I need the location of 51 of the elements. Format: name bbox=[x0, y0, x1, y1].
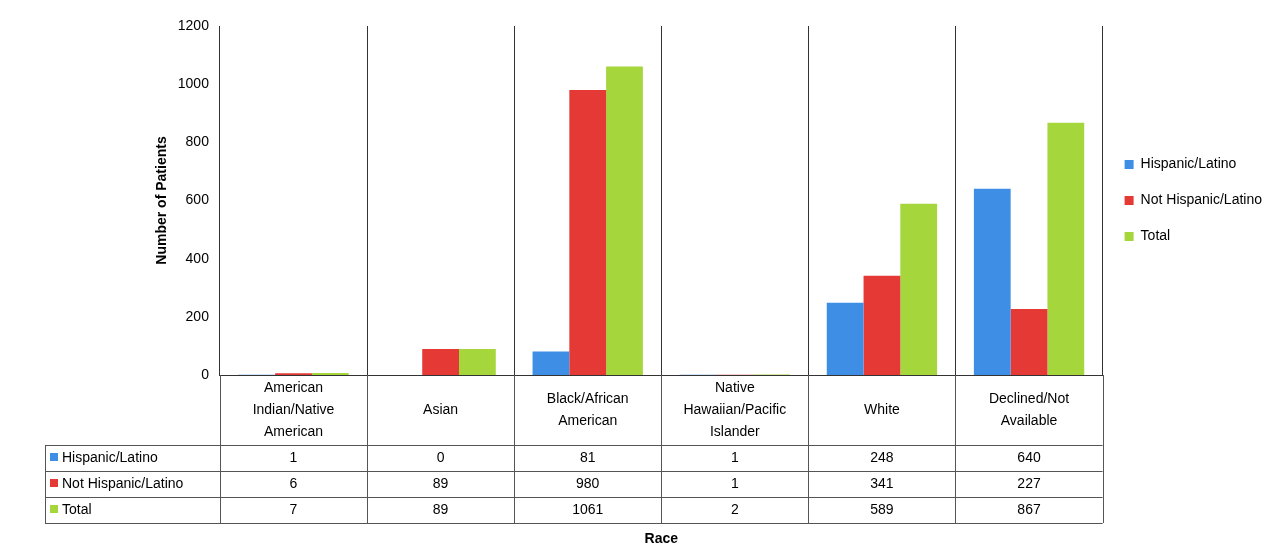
bar bbox=[1010, 308, 1048, 375]
data-label: 89 bbox=[432, 474, 449, 491]
data-label: 6 bbox=[289, 474, 298, 491]
bar bbox=[422, 349, 459, 375]
bar bbox=[863, 275, 901, 375]
data-label: 867 bbox=[1017, 500, 1041, 517]
data-label: 0 bbox=[436, 448, 445, 465]
bar bbox=[569, 89, 607, 375]
bar bbox=[826, 302, 864, 375]
y-tick-label: 200 bbox=[185, 307, 210, 324]
data-label: 341 bbox=[870, 474, 894, 491]
x-tick-label: Asian bbox=[423, 400, 459, 417]
bar bbox=[311, 372, 349, 375]
data-label: 1 bbox=[289, 448, 298, 465]
x-tick-label: Native Hawaiian/Pacific Islander bbox=[683, 378, 787, 439]
text: Race bbox=[644, 529, 679, 546]
y-tick-label: 400 bbox=[185, 249, 210, 266]
text: Total bbox=[62, 500, 92, 517]
y-tick-label: 1200 bbox=[177, 16, 210, 33]
y-tick-label: 800 bbox=[185, 133, 210, 150]
legend-label: Not Hispanic/Latino bbox=[1140, 191, 1263, 208]
data-label: 1 bbox=[730, 474, 739, 491]
bar bbox=[606, 66, 643, 375]
y-tick-label: 0 bbox=[201, 365, 210, 382]
x-tick-label: Black/African American bbox=[546, 389, 629, 428]
legend-label: Hispanic/Latino bbox=[62, 448, 158, 465]
x-tick-label: White bbox=[864, 400, 901, 417]
data-label: 980 bbox=[576, 474, 600, 491]
text: Not Hispanic/Latino bbox=[62, 474, 184, 491]
data-label: 89 bbox=[432, 500, 449, 517]
data-label: 227 bbox=[1017, 474, 1041, 491]
y-axis-title: Number of Patients bbox=[153, 136, 170, 265]
x-tick-label: Declined/Not Available bbox=[988, 389, 1070, 428]
bar bbox=[900, 203, 938, 375]
data-label: 248 bbox=[870, 448, 894, 465]
data-label: 1 bbox=[730, 448, 739, 465]
bar bbox=[973, 188, 1011, 375]
legend-label: Total bbox=[1140, 227, 1171, 244]
bar bbox=[459, 349, 496, 375]
data-label: 589 bbox=[870, 500, 894, 517]
data-label: 2 bbox=[730, 500, 739, 517]
y-tick-label: 600 bbox=[185, 191, 210, 208]
text: Hispanic/Latino bbox=[1140, 155, 1237, 172]
bar bbox=[1047, 122, 1085, 375]
y-tick-label: 1000 bbox=[177, 75, 210, 92]
data-label: 7 bbox=[289, 500, 298, 517]
x-tick-label: American Indian/Native American bbox=[252, 378, 335, 439]
bar bbox=[532, 351, 570, 375]
data-label: 81 bbox=[579, 448, 596, 465]
data-label: 640 bbox=[1017, 448, 1041, 465]
data-label: 1061 bbox=[572, 500, 604, 517]
